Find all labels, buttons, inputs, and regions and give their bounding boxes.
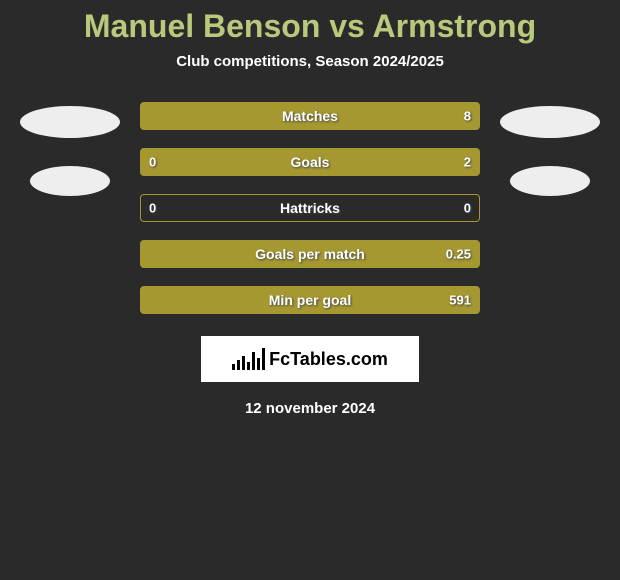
stat-bar-row: Goals 0 2 — [140, 148, 480, 176]
stat-bar-label: Goals — [291, 154, 330, 170]
content-row: Matches 8 Goals 0 2 Hattricks 0 0 Goals per matc… — [0, 102, 620, 314]
avatar-player2-shape2 — [510, 166, 590, 196]
logo-bar — [247, 362, 250, 370]
stat-bar-label: Min per goal — [269, 292, 351, 308]
stat-bar-label: Hattricks — [280, 200, 340, 216]
stat-bar-row: Hattricks 0 0 — [140, 194, 480, 222]
stat-bars: Matches 8 Goals 0 2 Hattricks 0 0 Goals per matc… — [130, 102, 490, 314]
date-label: 12 november 2024 — [0, 400, 620, 417]
stat-bar-label: Matches — [282, 108, 338, 124]
avatar-player2-shape1 — [500, 106, 600, 138]
logo-chart-icon — [232, 348, 265, 370]
left-avatar-column — [10, 102, 130, 196]
logo-bar — [252, 352, 255, 370]
logo-bar — [242, 356, 245, 370]
logo-box[interactable]: FcTables.com — [201, 336, 419, 382]
avatar-player1-shape2 — [30, 166, 110, 196]
logo-bar — [257, 358, 260, 370]
subtitle: Club competitions, Season 2024/2025 — [0, 53, 620, 70]
logo-bar — [262, 348, 265, 370]
stat-bar-label: Goals per match — [255, 246, 365, 262]
stat-bar-row: Min per goal 591 — [140, 286, 480, 314]
stat-bar-right-fill — [202, 149, 479, 175]
right-avatar-column — [490, 102, 610, 196]
stat-bar-value-right: 2 — [464, 155, 471, 170]
stat-bar-value-right: 0 — [464, 201, 471, 216]
stat-bar-value-right: 0.25 — [446, 247, 471, 262]
stat-bar-value-left: 0 — [149, 155, 156, 170]
stat-bar-value-right: 8 — [464, 109, 471, 124]
stat-bar-row: Matches 8 — [140, 102, 480, 130]
logo-bar — [237, 360, 240, 370]
page-title: Manuel Benson vs Armstrong — [0, 0, 620, 45]
logo-text: FcTables.com — [269, 349, 388, 370]
stat-bar-value-left: 0 — [149, 201, 156, 216]
stat-bar-row: Goals per match 0.25 — [140, 240, 480, 268]
avatar-player1-shape1 — [20, 106, 120, 138]
logo-bar — [232, 364, 235, 370]
stat-bar-value-right: 591 — [449, 293, 471, 308]
